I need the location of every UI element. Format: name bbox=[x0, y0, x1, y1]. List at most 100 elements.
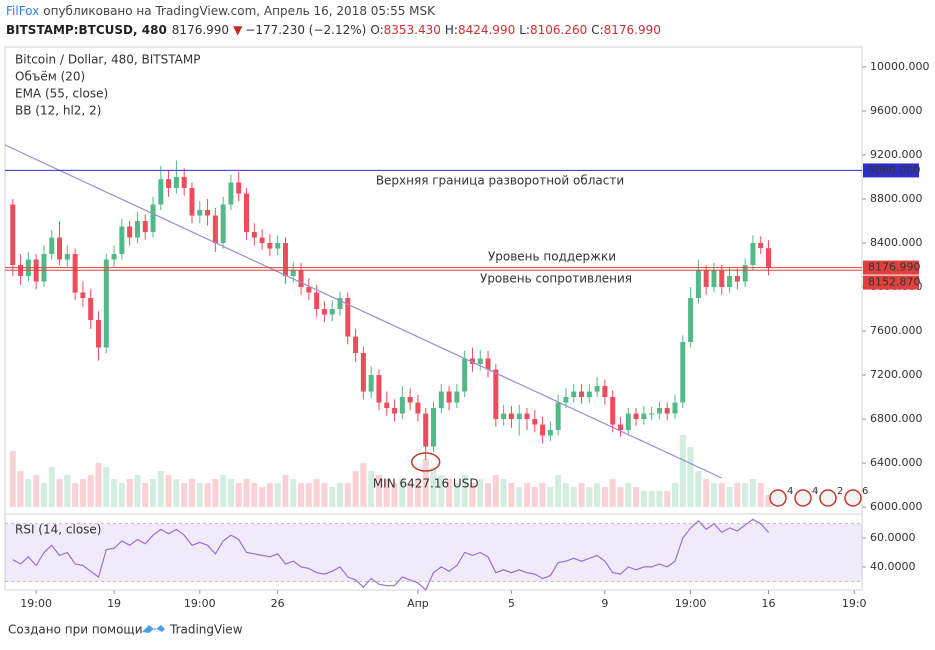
candle-body bbox=[267, 243, 273, 249]
x-tick-label: Апр bbox=[407, 597, 429, 610]
volume-bar bbox=[118, 483, 125, 507]
y-tick-label: 7200.000 bbox=[870, 368, 923, 381]
volume-bar bbox=[305, 483, 312, 507]
x-tick-label: 19:00 bbox=[675, 597, 707, 610]
volume-bar bbox=[150, 479, 157, 507]
x-tick-label: 16 bbox=[762, 597, 776, 610]
candle-body bbox=[477, 358, 483, 365]
volume-bar bbox=[687, 447, 694, 507]
volume-bar bbox=[492, 475, 499, 507]
x-tick-label: 19:0 bbox=[842, 597, 867, 610]
volume-bar bbox=[438, 475, 445, 507]
candle-body bbox=[321, 309, 327, 315]
volume-bar bbox=[157, 471, 164, 507]
volume-bar bbox=[290, 479, 297, 507]
volume-bar bbox=[523, 483, 530, 507]
candle-body bbox=[329, 309, 335, 315]
candle-body bbox=[672, 402, 678, 414]
candle-body bbox=[189, 188, 195, 216]
volume-bar bbox=[25, 479, 32, 507]
candle-body bbox=[205, 210, 211, 216]
volume-bar bbox=[555, 475, 562, 507]
author: FilFox bbox=[6, 4, 39, 18]
volume-bar bbox=[227, 479, 234, 507]
volume-bar bbox=[79, 479, 86, 507]
volume-bar bbox=[718, 483, 725, 507]
candle-body bbox=[610, 397, 616, 425]
candle-body bbox=[376, 375, 382, 403]
y-tick-label: 7600.000 bbox=[870, 324, 923, 337]
x-tick-label: 5 bbox=[508, 597, 515, 610]
volume-bar bbox=[383, 479, 390, 507]
candle-body bbox=[555, 402, 561, 431]
candle-body bbox=[353, 336, 359, 354]
trendline bbox=[4, 144, 723, 479]
ohlc-value: 8424.990 bbox=[458, 23, 515, 37]
volume-bar bbox=[282, 475, 289, 507]
volume-bar bbox=[679, 435, 686, 507]
candle-body bbox=[508, 413, 514, 420]
candle-body bbox=[80, 292, 86, 299]
candle-body bbox=[516, 413, 522, 420]
volume-bar bbox=[539, 483, 546, 507]
y-tick-label: 9600.000 bbox=[870, 104, 923, 117]
brand-logo bbox=[142, 625, 165, 633]
volume-bar bbox=[337, 483, 344, 507]
volume-bar bbox=[422, 459, 429, 507]
event-count: 6 bbox=[862, 486, 868, 497]
candle-body bbox=[360, 353, 366, 392]
candle-body bbox=[524, 413, 530, 420]
volume-bar bbox=[461, 475, 468, 507]
volume-bar bbox=[368, 471, 375, 507]
volume-bar bbox=[259, 487, 266, 507]
volume-bar bbox=[446, 479, 453, 507]
volume-bar bbox=[165, 475, 172, 507]
candle-body bbox=[197, 210, 203, 216]
y-tick-label: 8400.000 bbox=[870, 236, 923, 249]
volume-bar bbox=[56, 479, 63, 507]
event-count: 4 bbox=[787, 486, 793, 497]
volume-bar bbox=[243, 479, 250, 507]
volume-bar bbox=[181, 483, 188, 507]
volume-bar bbox=[601, 487, 608, 507]
volume-bar bbox=[352, 471, 359, 507]
volume-bar bbox=[609, 479, 616, 507]
volume-bar bbox=[103, 467, 110, 507]
candle-body bbox=[259, 237, 265, 244]
candle-body bbox=[766, 248, 772, 268]
volume-bar bbox=[142, 483, 149, 507]
ohlc-value: 8106.260 bbox=[530, 23, 587, 37]
candle-body bbox=[758, 243, 764, 249]
candle-body bbox=[298, 270, 304, 288]
candle-body bbox=[540, 424, 546, 436]
candle-body bbox=[399, 397, 405, 414]
volume-bar bbox=[656, 491, 663, 507]
candle-body bbox=[314, 292, 320, 310]
ohlc-label: H: bbox=[445, 23, 458, 37]
candle-body bbox=[103, 259, 109, 348]
candle-body bbox=[368, 375, 374, 392]
volume-bar bbox=[703, 479, 710, 507]
volume-bar bbox=[469, 483, 476, 507]
candle-body bbox=[423, 413, 429, 447]
candle-body bbox=[166, 179, 172, 189]
volume-bar bbox=[48, 467, 55, 507]
volume-bar bbox=[204, 483, 211, 507]
event-icon bbox=[794, 489, 812, 507]
candle-body bbox=[220, 204, 226, 244]
candle-body bbox=[64, 254, 70, 260]
volume-bar bbox=[594, 483, 601, 507]
price-label: 8176.990 bbox=[868, 261, 921, 274]
candle-body bbox=[617, 424, 623, 431]
candle-body bbox=[711, 270, 717, 288]
change: −177.230 (−2.12%) bbox=[245, 23, 366, 37]
volume-bar bbox=[274, 483, 281, 507]
volume-bar bbox=[664, 491, 671, 507]
candle-body bbox=[212, 215, 218, 244]
y-tick-label: 9200.000 bbox=[870, 148, 923, 161]
candle-body bbox=[703, 270, 709, 288]
volume-bar bbox=[757, 483, 764, 507]
x-tick-label: 19 bbox=[107, 597, 121, 610]
volume-bar bbox=[453, 483, 460, 507]
